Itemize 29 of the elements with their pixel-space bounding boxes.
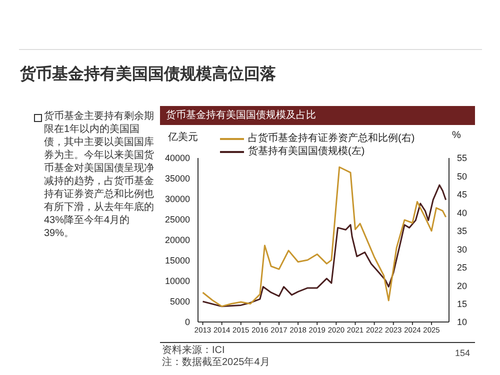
y-tick-label: 15000: [164, 256, 190, 266]
y-axis-title: 亿美元: [168, 130, 198, 144]
y-tick-label: 0: [184, 317, 190, 328]
text: 154: [455, 348, 470, 358]
y2-tick-label: 45: [457, 190, 468, 200]
y2-tick-label: 55: [457, 153, 468, 164]
y2-tick-label: 25: [457, 262, 468, 273]
y-tick-label: 25000: [164, 214, 190, 225]
y2-tick-label: 50: [457, 171, 468, 182]
text: 货币基金主要持有剩余期限在1年以内的美国国债，其中主要以美国国库券为主。今年以来美国货币基金对美国国债呈现净减持的趋势，占货币基金持有证券资产总和比例也有所下滑，从去年年底的43%降至今年4月的39%。: [44, 111, 154, 239]
y-tick-label: 30000: [164, 194, 190, 204]
y2-axis-title: %: [452, 130, 461, 141]
y-tick-label: 20000: [164, 235, 190, 246]
legend-label: 货基持有美国国债规模(左): [248, 145, 365, 158]
chart-title: 货币基金持有美国国债规模高位回落: [20, 64, 276, 85]
y2-tick-label: 30: [457, 244, 468, 254]
y2-tick-label: 10: [457, 317, 468, 328]
y2-tick-label: 35: [457, 226, 468, 236]
y-tick-label: 10000: [164, 276, 190, 286]
chart-subtitle: 货币基金持有美国国债规模及占比: [160, 106, 475, 125]
text: 资料来源：ICI: [162, 345, 225, 356]
legend-label: 占货币基金持有证券资产总和比例(右): [248, 132, 415, 145]
y-tick-label: 40000: [164, 153, 190, 164]
y-tick-label: 35000: [164, 174, 190, 184]
y-tick-label: 5000: [170, 296, 190, 307]
y2-tick-label: 40: [457, 208, 468, 218]
y2-tick-label: 20: [457, 280, 468, 291]
text: 注：数据截至2025年4月: [162, 357, 270, 368]
y2-tick-label: 15: [457, 298, 468, 309]
